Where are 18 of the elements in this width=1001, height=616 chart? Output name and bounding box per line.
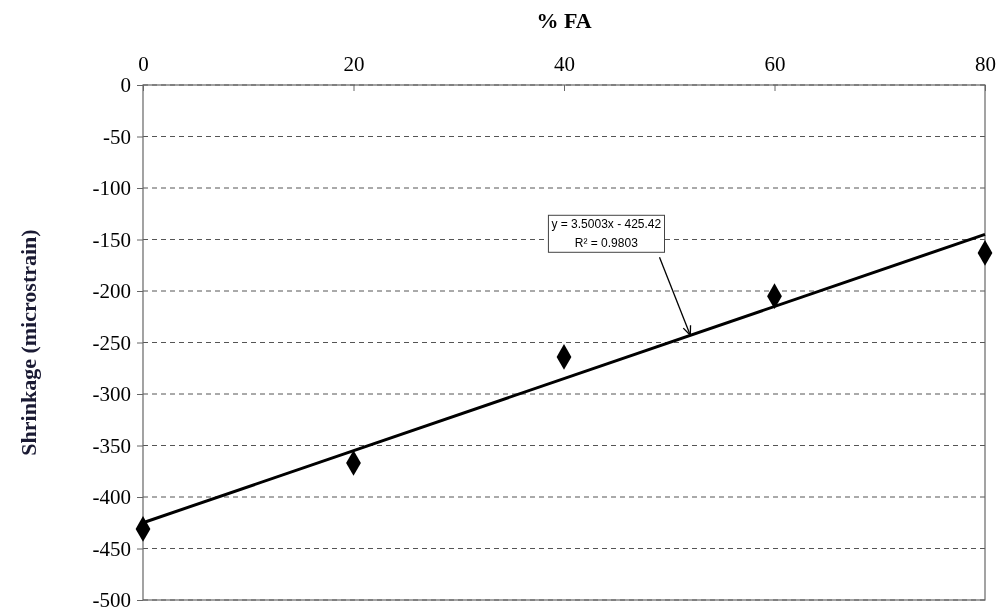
y-tick-label: -200 bbox=[92, 279, 131, 304]
y-tick-label: -500 bbox=[92, 588, 131, 613]
y-tick-label: 0 bbox=[120, 73, 131, 98]
y-tick-label: -100 bbox=[92, 176, 131, 201]
x-tick-label: 20 bbox=[343, 52, 365, 76]
x-tick-label: 60 bbox=[764, 52, 786, 76]
y-tick-label: -250 bbox=[92, 330, 131, 355]
y-tick-label: -150 bbox=[92, 227, 131, 252]
y-tick-label: -300 bbox=[92, 382, 131, 407]
y-tick-label: -450 bbox=[92, 536, 131, 561]
y-axis-title: Shrinkage (microstrain) bbox=[16, 229, 41, 456]
y-tick-label: -400 bbox=[92, 485, 131, 510]
x-tick-label: 0 bbox=[138, 52, 149, 76]
y-tick-label: -350 bbox=[92, 433, 131, 458]
y-tick-label: -50 bbox=[103, 124, 131, 149]
x-tick-label: 40 bbox=[554, 52, 575, 76]
x-tick-label: 80 bbox=[975, 52, 996, 76]
x-axis-title: % FA bbox=[536, 8, 592, 33]
